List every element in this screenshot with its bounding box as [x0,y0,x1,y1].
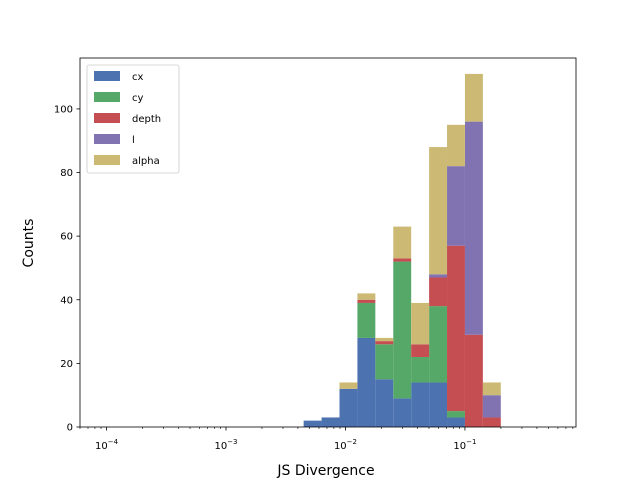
x-tick-label: 10−3 [214,438,237,452]
bar-l [482,395,501,418]
bar-alpha [339,382,358,389]
bar-cy [393,261,412,399]
bar-cx [447,417,465,427]
bar-cy [411,357,430,383]
bar-alpha [375,337,394,342]
x-tick-label: 10−4 [95,438,119,452]
bar-alpha [429,147,448,275]
bar-depth [447,245,465,412]
bar-cy [447,411,465,418]
y-tick-label: 60 [60,232,73,243]
bar-cx [393,398,412,427]
legend-label-cy: cy [132,93,143,104]
plot-frame [79,57,577,428]
y-tick-label: 20 [60,359,73,370]
legend-swatch-depth [94,113,120,123]
bar-cx [339,388,358,427]
y-tick-label: 0 [67,423,73,434]
bar-l [447,166,465,246]
bar-cx [357,337,376,427]
bar-cx [303,420,322,427]
bar-cx [375,379,394,427]
legend-label-depth: depth [132,114,161,125]
legend-swatch-l [94,134,120,144]
bar-l [429,274,448,278]
bar-cx [411,382,430,427]
bar-alpha [393,226,412,259]
bar-cy [357,302,376,338]
legend-label-l: l [132,135,135,146]
bar-cx [429,382,448,427]
y-tick-label: 100 [54,104,73,115]
bar-alpha [464,73,483,122]
x-tick-label: 10−1 [453,438,476,452]
y-axis-title: Counts [21,219,37,268]
y-tick-label: 80 [60,168,73,179]
bar-alpha [411,302,430,345]
bar-alpha [357,293,376,300]
bar-depth [375,341,394,345]
bar-l [464,121,483,335]
bar-cy [429,306,448,383]
y-tick-label: 40 [60,295,73,306]
bar-depth [393,258,412,262]
legend-label-alpha: alpha [132,156,160,167]
bar-depth [464,334,483,427]
legend: cx cy depth l alpha [86,64,180,174]
bar-depth [482,417,501,427]
bar-depth [411,344,430,358]
bar-alpha [482,382,501,396]
x-tick-label: 10−2 [334,438,357,452]
legend-swatch-cy [94,92,120,102]
bar-cx [321,417,340,427]
bar-depth [357,299,376,303]
bar-depth [429,277,448,307]
bar-alpha [447,124,465,167]
legend-label-cx: cx [132,72,143,83]
bar-cy [375,344,394,380]
legend-swatch-alpha [94,155,120,165]
x-axis-title: JS Divergence [276,463,374,479]
legend-swatch-cx [94,71,120,81]
